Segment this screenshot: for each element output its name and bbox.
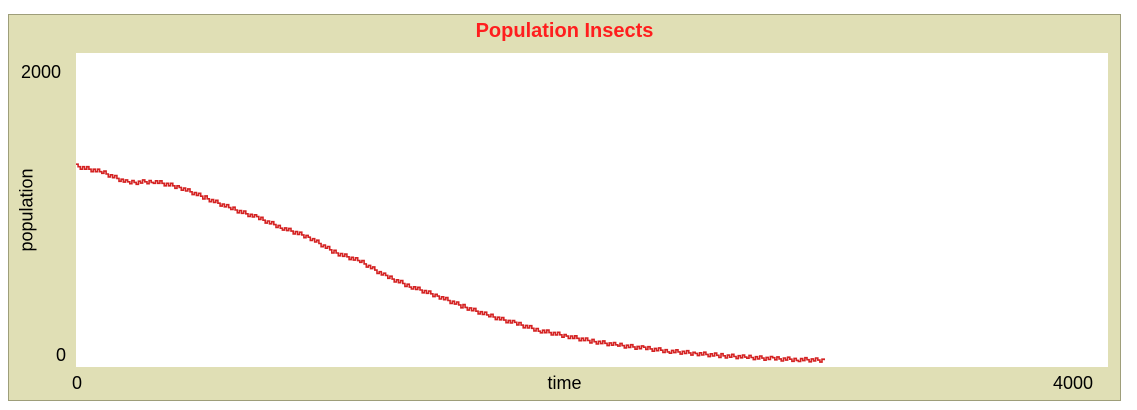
series-line-0: [76, 163, 825, 363]
x-tick-max: 4000: [1053, 373, 1094, 393]
chart-title: Population Insects: [475, 20, 654, 42]
plot-canvas: [76, 163, 825, 363]
plot-area: [76, 53, 1108, 367]
y-axis-label: population: [16, 168, 37, 252]
y-tick-max: 2000: [21, 62, 62, 82]
x-axis-label: time: [547, 373, 582, 393]
y-tick-min: 0: [56, 345, 67, 365]
x-tick-min: 0: [72, 373, 83, 393]
plot-widget: Population Insects 2000 0 population 0 4…: [8, 14, 1121, 401]
